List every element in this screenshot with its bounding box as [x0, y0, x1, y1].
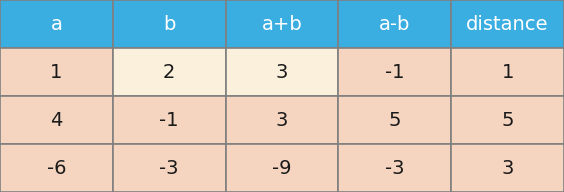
- Bar: [451, 144, 564, 192]
- Text: 3: 3: [276, 111, 288, 129]
- Text: a-b: a-b: [379, 15, 411, 33]
- Bar: [226, 48, 338, 96]
- Bar: [113, 0, 226, 48]
- Bar: [0, 96, 113, 144]
- Text: 2: 2: [163, 63, 175, 81]
- Text: 1: 1: [501, 63, 514, 81]
- Bar: [338, 144, 451, 192]
- Bar: [451, 0, 564, 48]
- Bar: [0, 144, 113, 192]
- Text: a+b: a+b: [262, 15, 302, 33]
- Bar: [113, 96, 226, 144]
- Bar: [226, 96, 338, 144]
- Bar: [338, 96, 451, 144]
- Text: 3: 3: [501, 159, 514, 177]
- Text: -1: -1: [160, 111, 179, 129]
- Text: a: a: [50, 15, 63, 33]
- Text: -1: -1: [385, 63, 404, 81]
- Text: b: b: [163, 15, 175, 33]
- Bar: [451, 48, 564, 96]
- Text: -9: -9: [272, 159, 292, 177]
- Text: distance: distance: [466, 15, 549, 33]
- Bar: [0, 0, 113, 48]
- Text: 3: 3: [276, 63, 288, 81]
- Text: -3: -3: [385, 159, 404, 177]
- Bar: [338, 48, 451, 96]
- Text: 1: 1: [50, 63, 63, 81]
- Text: -6: -6: [47, 159, 66, 177]
- Bar: [113, 48, 226, 96]
- Bar: [113, 144, 226, 192]
- Bar: [451, 96, 564, 144]
- Text: 5: 5: [501, 111, 514, 129]
- Text: -3: -3: [160, 159, 179, 177]
- Bar: [338, 0, 451, 48]
- Bar: [226, 0, 338, 48]
- Text: 5: 5: [389, 111, 401, 129]
- Text: 4: 4: [50, 111, 63, 129]
- Bar: [226, 144, 338, 192]
- Bar: [0, 48, 113, 96]
